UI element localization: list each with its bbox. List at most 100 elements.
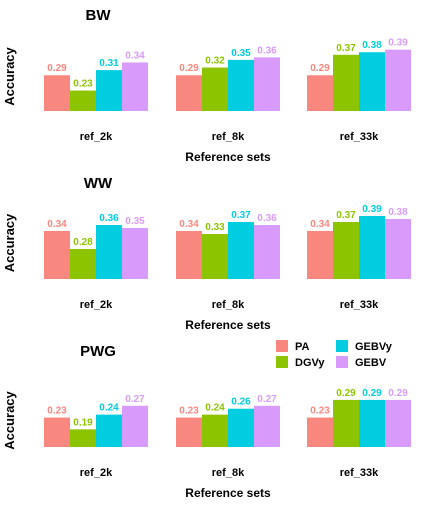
data-label: 0.34 — [179, 219, 199, 230]
bar-gebvy-ref_8k — [228, 59, 254, 111]
bar-gebvy-ref_33k — [359, 216, 385, 279]
bar-gebv-ref_8k — [254, 405, 280, 447]
bar-pa-ref_33k — [307, 75, 333, 111]
bar-gebv-ref_33k — [385, 49, 411, 111]
x-tick-label: ref_33k — [340, 467, 379, 479]
data-label: 0.35 — [125, 216, 145, 227]
panel-title: BW — [86, 7, 112, 24]
bar-pa-ref_33k — [307, 231, 333, 279]
data-label: 0.32 — [205, 56, 225, 67]
bar-pa-ref_8k — [176, 75, 202, 111]
bar-gebv-ref_2k — [122, 405, 148, 447]
bar-gebvy-ref_33k — [359, 52, 385, 111]
bar-dgvy-ref_8k — [202, 414, 228, 447]
bar-gebv-ref_8k — [254, 225, 280, 279]
bar-gebvy-ref_2k — [96, 70, 122, 111]
legend-label: GEBVy — [355, 341, 393, 353]
data-label: 0.29 — [179, 63, 199, 74]
data-label: 0.23 — [310, 406, 330, 417]
bar-gebv-ref_2k — [122, 228, 148, 279]
legend-item-pa: PA — [276, 340, 310, 353]
data-label: 0.27 — [257, 394, 277, 405]
data-label: 0.36 — [257, 213, 277, 224]
data-label: 0.27 — [125, 394, 145, 405]
y-axis-label: Accuracy — [2, 46, 17, 105]
legend-item-gebv: GEBV — [336, 356, 387, 369]
bar-gebvy-ref_2k — [96, 225, 122, 279]
data-label: 0.35 — [231, 48, 251, 59]
data-label: 0.24 — [99, 403, 119, 414]
data-label: 0.29 — [336, 388, 356, 399]
bar-dgvy-ref_2k — [70, 90, 96, 111]
data-label: 0.38 — [362, 40, 382, 51]
x-tick-label: ref_2k — [80, 467, 113, 479]
bar-gebvy-ref_8k — [228, 408, 254, 447]
x-tick-label: ref_8k — [212, 131, 245, 143]
data-label: 0.38 — [388, 207, 408, 218]
bar-gebvy-ref_2k — [96, 414, 122, 447]
legend-item-dgvy: DGVy — [276, 356, 325, 369]
y-axis-label: Accuracy — [2, 213, 17, 272]
legend-label: PA — [295, 341, 310, 353]
x-tick-label: ref_8k — [212, 299, 245, 311]
data-label: 0.37 — [336, 210, 356, 221]
bar-gebv-ref_33k — [385, 219, 411, 279]
data-label: 0.39 — [362, 204, 382, 215]
x-axis-label: Reference sets — [185, 318, 271, 332]
data-label: 0.19 — [73, 417, 93, 428]
bar-pa-ref_2k — [44, 417, 70, 447]
bar-pa-ref_33k — [307, 417, 333, 447]
panel-pwg: PWG Accuracy 0.23 0.19 0.24 0.27 ref_2k 0.23 0.2… — [2, 343, 411, 500]
x-tick-label: ref_33k — [340, 131, 379, 143]
data-label: 0.34 — [310, 219, 330, 230]
x-axis-label: Reference sets — [185, 486, 271, 500]
bar-dgvy-ref_33k — [333, 54, 359, 111]
data-label: 0.29 — [310, 63, 330, 74]
legend-swatch — [336, 356, 348, 368]
data-label: 0.28 — [73, 237, 93, 248]
data-label: 0.36 — [99, 213, 119, 224]
legend-swatch — [336, 340, 348, 352]
legend-item-gebvy: GEBVy — [336, 340, 393, 353]
data-label: 0.29 — [362, 388, 382, 399]
data-label: 0.33 — [205, 222, 225, 233]
legend-swatch — [276, 340, 288, 352]
bar-gebv-ref_2k — [122, 62, 148, 111]
bar-gebvy-ref_33k — [359, 399, 385, 447]
data-label: 0.23 — [47, 406, 67, 417]
data-label: 0.24 — [205, 403, 225, 414]
bar-pa-ref_8k — [176, 231, 202, 279]
bar-pa-ref_8k — [176, 417, 202, 447]
bar-pa-ref_2k — [44, 231, 70, 279]
legend-label: DGVy — [295, 357, 325, 369]
bar-gebv-ref_8k — [254, 57, 280, 111]
bar-dgvy-ref_2k — [70, 429, 96, 447]
x-tick-label: ref_2k — [80, 299, 113, 311]
legend-label: GEBV — [355, 357, 387, 369]
legend-swatch — [276, 356, 288, 368]
data-label: 0.39 — [388, 38, 408, 49]
bar-gebv-ref_33k — [385, 399, 411, 447]
x-tick-label: ref_33k — [340, 299, 379, 311]
panel-title: PWG — [80, 343, 116, 360]
bar-dgvy-ref_2k — [70, 249, 96, 279]
bar-dgvy-ref_33k — [333, 222, 359, 279]
data-label: 0.23 — [179, 406, 199, 417]
panel-ww: WW Accuracy 0.34 0.28 0.36 0.35 ref_2k 0.34 0.33… — [2, 175, 411, 332]
panel-title: WW — [84, 175, 113, 192]
data-label: 0.29 — [47, 63, 67, 74]
legend: PA DGVy GEBVy GEBV — [276, 340, 393, 369]
bar-pa-ref_2k — [44, 75, 70, 111]
charts-layer: BW Accuracy 0.29 0.23 0.31 0.34 ref_2k 0.29 0.32… — [2, 7, 411, 500]
data-label: 0.31 — [99, 58, 119, 69]
y-axis-label: Accuracy — [2, 390, 17, 449]
data-label: 0.37 — [336, 43, 356, 54]
bar-dgvy-ref_8k — [202, 234, 228, 279]
x-tick-label: ref_2k — [80, 131, 113, 143]
data-label: 0.34 — [47, 219, 67, 230]
data-label: 0.29 — [388, 388, 408, 399]
x-tick-label: ref_8k — [212, 467, 245, 479]
bar-gebvy-ref_8k — [228, 222, 254, 279]
data-label: 0.36 — [257, 45, 277, 56]
